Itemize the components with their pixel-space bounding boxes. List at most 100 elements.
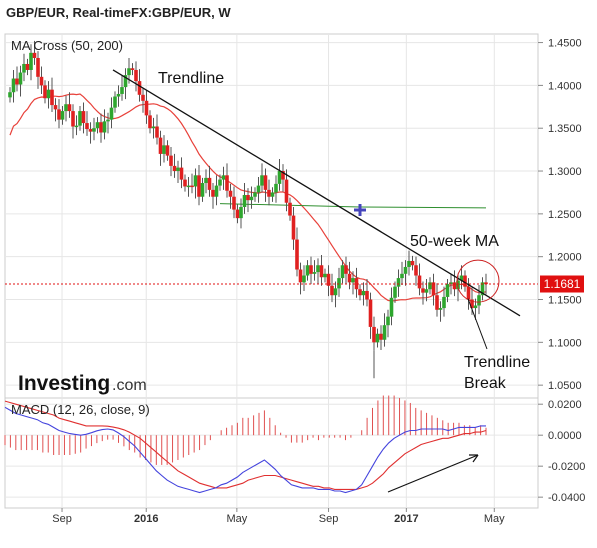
candle-down [379,333,383,340]
candle-down [326,273,331,286]
candle-down [36,57,40,77]
candle-down [144,100,149,116]
candle-down [417,275,422,289]
candle-up [389,297,394,317]
candle-up [8,92,12,98]
candle-up [459,275,464,281]
candle-down [431,282,436,296]
candle-up [305,265,310,276]
candle-up [456,280,460,290]
candle-up [361,290,366,296]
candle-down [57,109,61,120]
candle-up [60,111,65,120]
price-tick-label: 1.3500 [548,123,582,135]
candle-up [74,125,79,128]
macd-tick-label: -0.0400 [548,492,585,504]
break-pointer [467,298,488,350]
macd-layer [4,395,487,494]
price-tick-label: 1.4000 [548,80,582,92]
candle-down [284,179,289,203]
candle-down [211,189,215,197]
candle-down [71,111,75,127]
price-tick-label: 1.0500 [548,380,582,392]
candle-down [246,195,250,201]
investing-logo-brand: Investing [18,372,110,395]
candle-up [64,104,68,112]
candle-up [424,289,429,293]
macd-arrow-head [469,454,479,463]
candle-up [351,278,355,283]
candlesticks [8,40,488,379]
candle-down [197,175,201,197]
candle-down [88,129,93,132]
candle-up [477,295,481,306]
candle-down [435,295,439,310]
candle-up [333,288,338,296]
candle-up [239,207,243,219]
price-tick-label: 1.4500 [548,38,582,50]
candle-up [200,183,205,197]
candle-up [127,68,131,76]
candle-down [190,185,194,188]
candle-down [43,85,47,99]
candle-up [260,175,264,186]
macd-arrow-line [387,454,479,493]
candle-up [113,96,117,108]
candle-up [438,308,443,310]
candle-up [386,316,390,326]
candle-up [151,126,156,129]
candle-up [78,111,82,126]
candle-up [340,265,345,279]
candle-down [183,179,187,187]
candle-down [298,269,303,283]
candle-down [81,111,86,124]
candle-up [312,272,317,274]
candle-up [204,177,208,184]
candle-down [288,202,292,216]
macd-panel-frame [4,397,539,509]
candle-up [428,282,432,290]
annotations-layer [5,69,538,350]
candle-down [228,190,233,197]
ma-cross-legend: MA Cross (50, 200) [11,38,123,53]
candle-down [466,286,471,300]
candle-up [95,122,100,129]
candle-down [267,189,271,197]
candle-down [421,288,425,293]
candle-down [470,299,474,309]
investing-logo: Investing .com [18,372,147,395]
candle-down [365,290,369,300]
candle-down [165,145,170,156]
macd-tick-label: -0.0200 [548,461,585,473]
candle-up [270,192,275,197]
candle-up [214,185,219,197]
candle-down [207,177,212,190]
candle-down [141,94,145,101]
current-price-badge [540,275,584,293]
candle-up [242,195,247,208]
candle-up [375,333,380,343]
candle-down [39,76,44,86]
candle-down [452,282,457,290]
candle-up [120,87,124,94]
price-tick-label: 1.2500 [548,209,582,221]
candle-up [274,183,278,193]
candle-up [193,175,198,187]
x-tick-label: May [226,513,247,525]
x-tick-label: Sep [52,513,72,525]
candle-up [253,192,257,197]
candle-down [130,68,135,70]
candle-down [368,299,373,327]
candle-up [109,107,114,120]
price-tick-label: 1.3000 [548,166,582,178]
x-tick-label: 2016 [134,513,158,525]
candle-down [172,165,177,172]
price-tick-label: 1.1500 [548,295,582,307]
candle-up [218,179,222,186]
candle-up [22,63,26,73]
candle-up [18,72,23,85]
candle-up [102,121,107,133]
candle-up [92,128,96,132]
candle-down [235,209,240,219]
